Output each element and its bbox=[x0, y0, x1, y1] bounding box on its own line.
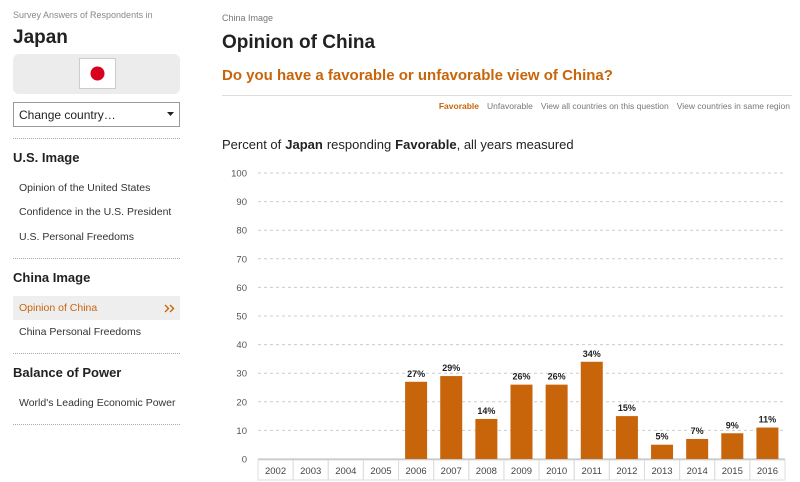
data-label: 26% bbox=[548, 372, 566, 382]
separator bbox=[13, 353, 180, 354]
menu-item[interactable]: World's Leading Economic Power bbox=[19, 397, 176, 409]
data-label: 7% bbox=[691, 426, 704, 436]
section-title: Balance of Power bbox=[13, 365, 122, 380]
menu-item[interactable]: China Personal Freedoms bbox=[19, 326, 141, 338]
y-tick-label: 100 bbox=[231, 169, 247, 180]
data-label: 27% bbox=[407, 369, 425, 379]
page-title: Opinion of China bbox=[222, 32, 376, 53]
bar bbox=[686, 438, 709, 459]
x-tick-box bbox=[749, 459, 786, 481]
data-label: 11% bbox=[759, 415, 777, 425]
x-tick-label: 2006 bbox=[406, 466, 427, 477]
y-tick-label: 40 bbox=[236, 340, 247, 351]
bar bbox=[545, 384, 568, 459]
bar bbox=[756, 427, 779, 459]
x-tick-label: 2003 bbox=[300, 466, 321, 477]
tabs: Favorable Unfavorable View all countries… bbox=[439, 101, 790, 111]
divider bbox=[222, 95, 792, 96]
chart: 0 10 20 30 40 50 60 70 80 90 100 2002 2003 2004 2005 20… bbox=[231, 169, 786, 481]
country-dropdown[interactable]: Change country… bbox=[13, 102, 180, 127]
subtitle-text: Percent of bbox=[222, 137, 282, 152]
bar bbox=[475, 418, 498, 459]
x-tick-label: 2014 bbox=[687, 466, 708, 477]
menu-item[interactable]: U.S. Personal Freedoms bbox=[19, 231, 134, 243]
y-tick-label: 80 bbox=[236, 226, 247, 237]
y-tick-label: 70 bbox=[236, 254, 247, 265]
x-tick-label: 2011 bbox=[582, 466, 602, 477]
flag bbox=[79, 58, 116, 89]
x-tick-label: 2016 bbox=[757, 466, 778, 477]
x-tick-label: 2013 bbox=[651, 466, 672, 477]
flag-box bbox=[13, 54, 180, 94]
x-tick-label: 2010 bbox=[546, 466, 567, 477]
separator bbox=[13, 138, 180, 139]
menu-item[interactable]: Opinion of the United States bbox=[19, 182, 151, 194]
separator bbox=[13, 258, 180, 259]
y-tick-label: 20 bbox=[236, 397, 247, 408]
y-tick-label: 50 bbox=[236, 312, 247, 323]
subtitle-text: responding bbox=[326, 137, 392, 152]
data-label: 9% bbox=[726, 420, 739, 430]
bar bbox=[580, 361, 603, 459]
question: Do you have a favorable or unfavorable v… bbox=[222, 67, 613, 84]
data-label: 34% bbox=[583, 349, 601, 359]
bar bbox=[440, 376, 463, 459]
y-tick-label: 10 bbox=[236, 426, 247, 437]
data-label: 14% bbox=[477, 406, 495, 416]
separator bbox=[13, 424, 180, 425]
caption: Survey Answers of Respondents in bbox=[13, 10, 153, 20]
x-tick-label: 2004 bbox=[335, 466, 356, 477]
menu-item-active[interactable]: Opinion of China bbox=[19, 302, 98, 314]
y-tick-label: 60 bbox=[236, 283, 247, 294]
subtitle-country: Japan bbox=[285, 137, 323, 152]
chevron bbox=[164, 304, 175, 313]
y-tick-label: 30 bbox=[236, 369, 247, 380]
breadcrumb: China Image bbox=[222, 13, 274, 23]
data-label: 29% bbox=[442, 363, 460, 373]
data-label: 5% bbox=[656, 432, 669, 442]
data-label: 15% bbox=[618, 403, 636, 413]
dropdown-label: Change country… bbox=[19, 108, 116, 122]
section-title: China Image bbox=[13, 270, 91, 285]
country-name: Japan bbox=[13, 27, 68, 48]
bar bbox=[615, 416, 638, 459]
tab[interactable]: Unfavorable bbox=[487, 101, 533, 111]
x-tick-label: 2015 bbox=[722, 466, 743, 477]
y-tick-label: 90 bbox=[236, 197, 247, 208]
bar bbox=[510, 384, 533, 459]
chart-subtitle: Percent of Japan responding Favorable, all … bbox=[222, 137, 574, 152]
x-tick-label: 2005 bbox=[370, 466, 391, 477]
tab[interactable]: View countries in same region bbox=[676, 101, 790, 111]
subtitle-text: , all years measured bbox=[456, 137, 574, 152]
menu-item[interactable]: Confidence in the U.S. President bbox=[19, 206, 172, 218]
section-title: U.S. Image bbox=[13, 150, 80, 165]
subtitle-measure: Favorable bbox=[395, 137, 457, 152]
dropdown-arrow bbox=[167, 112, 174, 116]
x-tick-label: 2002 bbox=[265, 466, 286, 477]
bar bbox=[721, 433, 744, 459]
data-label: 26% bbox=[512, 372, 530, 382]
x-tick-label: 2008 bbox=[476, 466, 497, 477]
tab-active[interactable]: Favorable bbox=[438, 101, 480, 111]
x-tick-label: 2009 bbox=[511, 466, 532, 477]
y-tick-label: 0 bbox=[242, 455, 247, 466]
tab[interactable]: View all countries on this question bbox=[540, 101, 669, 111]
bar bbox=[405, 381, 428, 459]
x-tick-label: 2007 bbox=[441, 466, 462, 477]
bar bbox=[651, 444, 674, 459]
x-tick-label: 2012 bbox=[616, 466, 637, 477]
active-item-bg bbox=[13, 296, 180, 320]
